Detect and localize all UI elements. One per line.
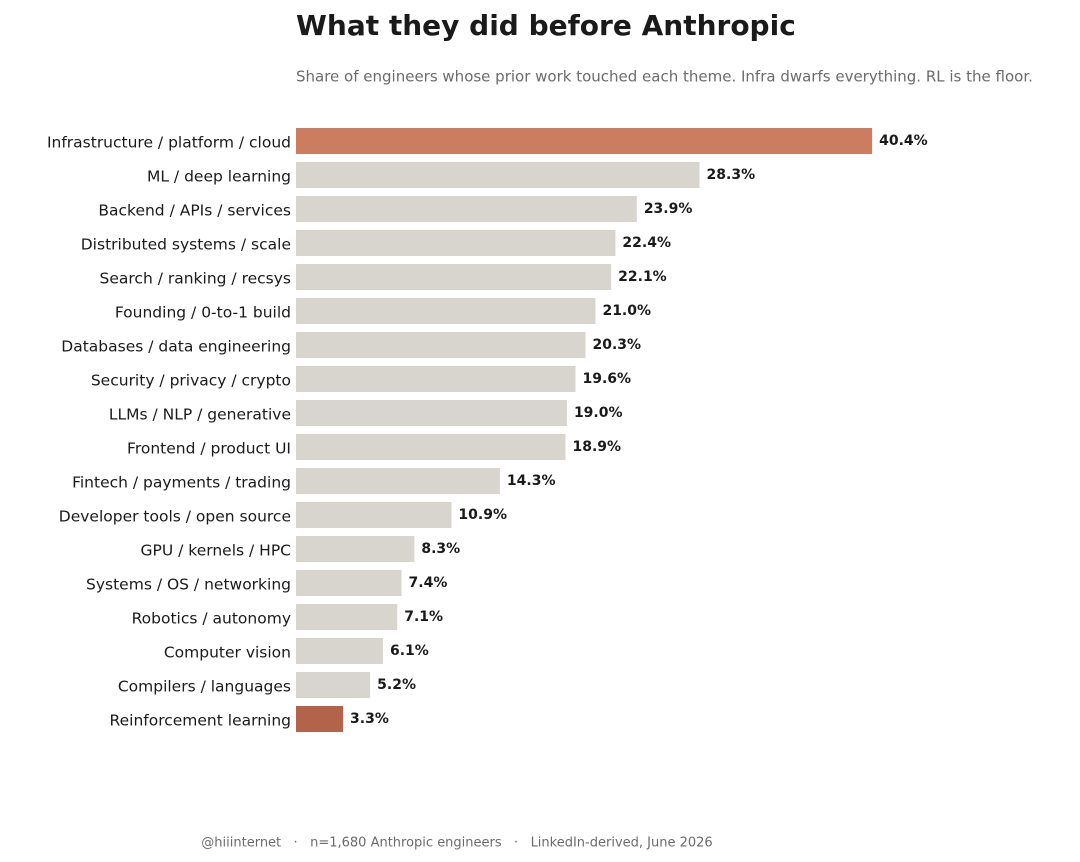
value-label: 23.9% — [644, 201, 693, 217]
category-label: Developer tools / open source — [59, 508, 291, 526]
value-label: 10.9% — [458, 507, 507, 523]
category-label: Security / privacy / crypto — [91, 372, 291, 390]
category-label: Systems / OS / networking — [86, 576, 291, 594]
value-label: 7.1% — [404, 609, 443, 625]
bar — [296, 604, 398, 630]
category-label: LLMs / NLP / generative — [109, 406, 291, 424]
value-label: 18.9% — [573, 439, 622, 455]
value-label: 5.2% — [377, 677, 416, 693]
bar — [296, 230, 616, 256]
value-label: 20.3% — [592, 337, 641, 353]
bar — [296, 128, 873, 154]
value-label: 7.4% — [409, 575, 448, 591]
chart-title: What they did before Anthropic — [296, 9, 796, 42]
bar — [296, 570, 402, 596]
bar — [296, 162, 700, 188]
footer: @hiiinternet · n=1,680 Anthropic enginee… — [201, 836, 712, 851]
category-label: Reinforcement learning — [110, 712, 291, 730]
category-label: Robotics / autonomy — [132, 610, 291, 628]
category-label: Fintech / payments / trading — [72, 474, 291, 492]
category-label: Compilers / languages — [118, 678, 291, 696]
bar — [296, 536, 415, 562]
bar — [296, 434, 566, 460]
bar — [296, 638, 383, 664]
bar — [296, 468, 500, 494]
category-label: ML / deep learning — [147, 168, 291, 186]
category-label: Computer vision — [164, 644, 291, 662]
value-label: 22.4% — [622, 235, 671, 251]
value-label: 8.3% — [421, 541, 460, 557]
category-label: Distributed systems / scale — [81, 236, 291, 254]
category-label: Databases / data engineering — [61, 338, 291, 356]
bar — [296, 196, 637, 222]
chart-subtitle: Share of engineers whose prior work touc… — [296, 68, 1033, 86]
value-label: 21.0% — [602, 303, 651, 319]
value-label: 6.1% — [390, 643, 429, 659]
value-label: 19.0% — [574, 405, 623, 421]
bar — [296, 366, 576, 392]
category-label: Founding / 0-to-1 build — [115, 304, 291, 322]
value-label: 40.4% — [879, 133, 928, 149]
value-label: 14.3% — [507, 473, 556, 489]
value-label: 19.6% — [582, 371, 631, 387]
bar — [296, 400, 567, 426]
category-label: Frontend / product UI — [127, 440, 291, 458]
category-label: GPU / kernels / HPC — [141, 542, 291, 560]
bar — [296, 706, 344, 732]
category-label: Search / ranking / recsys — [100, 270, 291, 288]
value-label: 3.3% — [350, 711, 389, 727]
bar — [296, 298, 596, 324]
bar — [296, 502, 452, 528]
category-label: Backend / APIs / services — [98, 202, 291, 220]
value-label: 28.3% — [707, 167, 756, 183]
category-label: Infrastructure / platform / cloud — [47, 134, 291, 152]
bar — [296, 332, 586, 358]
bar — [296, 264, 612, 290]
bar — [296, 672, 371, 698]
value-label: 22.1% — [618, 269, 667, 285]
